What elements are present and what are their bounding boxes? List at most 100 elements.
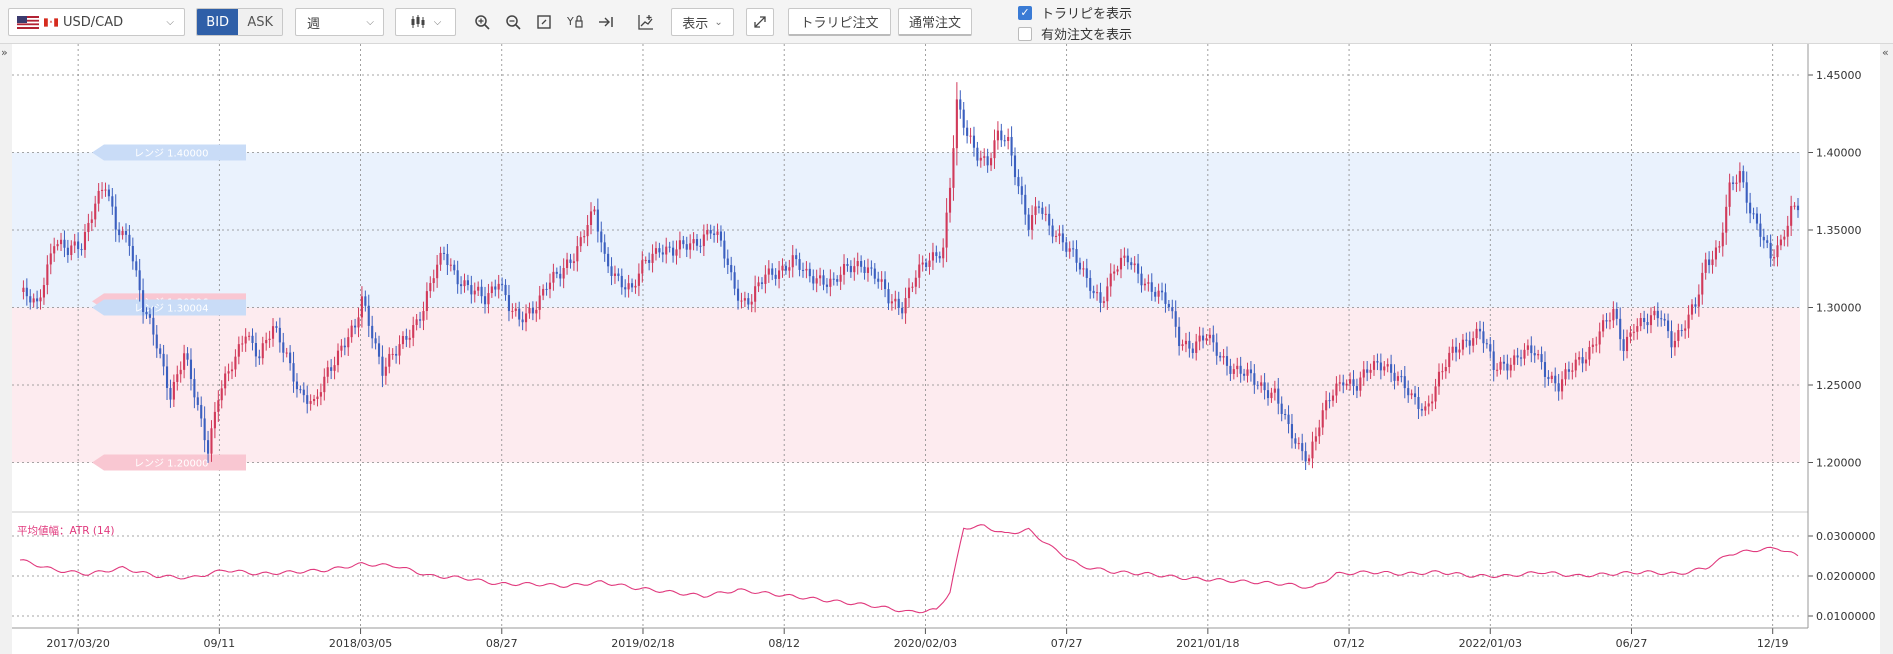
candle-body bbox=[282, 342, 285, 353]
candle-body bbox=[271, 326, 275, 339]
candle-body bbox=[1745, 182, 1748, 203]
candle-body bbox=[80, 249, 83, 251]
candle-body bbox=[77, 241, 80, 250]
symbol-select[interactable]: USD/CAD ⌵ bbox=[8, 8, 185, 36]
candle-body bbox=[1109, 273, 1112, 287]
candle-body bbox=[877, 278, 880, 282]
candle-body bbox=[1362, 369, 1365, 378]
display-menu[interactable]: 表示 ⌄ bbox=[671, 8, 734, 36]
add-indicator-button[interactable] bbox=[632, 8, 660, 36]
candle-body bbox=[1670, 331, 1673, 348]
candle-body bbox=[1420, 408, 1423, 411]
candle-body bbox=[1188, 340, 1191, 349]
zoom-out-button[interactable] bbox=[500, 8, 526, 36]
candle-body bbox=[1639, 317, 1642, 327]
ask-button[interactable]: ASK bbox=[238, 9, 282, 35]
candle-body bbox=[808, 268, 811, 277]
candle-body bbox=[138, 270, 141, 291]
candle-body bbox=[463, 280, 466, 287]
candle-body bbox=[1643, 317, 1646, 323]
candle-body bbox=[1243, 373, 1246, 376]
candle-body bbox=[620, 275, 623, 288]
show-trap-checkbox[interactable]: ✓ トラリピを表示 bbox=[1018, 3, 1132, 22]
candle-body bbox=[1089, 277, 1092, 291]
candle-body bbox=[1092, 290, 1095, 294]
candle-body bbox=[220, 388, 223, 401]
candle-body bbox=[1321, 410, 1324, 428]
candle-body bbox=[593, 209, 596, 212]
candle-body bbox=[1608, 320, 1612, 322]
candle-body bbox=[1554, 375, 1557, 384]
candle-body bbox=[1307, 458, 1311, 462]
candle-body bbox=[395, 353, 398, 356]
candle-body bbox=[740, 300, 743, 302]
candle-body bbox=[723, 240, 726, 259]
candle-body bbox=[624, 287, 627, 290]
chevron-down-icon: ⌵ bbox=[166, 16, 174, 28]
candle-body bbox=[996, 130, 999, 141]
tp-order-button[interactable]: トラリピ注文 bbox=[788, 8, 891, 36]
expand-button[interactable] bbox=[746, 8, 774, 36]
candle-body bbox=[391, 353, 394, 355]
candle-body bbox=[747, 298, 750, 305]
candle-body bbox=[884, 279, 887, 290]
candle-body bbox=[340, 345, 343, 351]
scroll-end-button[interactable] bbox=[593, 8, 619, 36]
chart-type-select[interactable]: ⌵ bbox=[395, 8, 456, 36]
candle-body bbox=[1208, 334, 1211, 339]
candle-body bbox=[661, 252, 664, 255]
candle-body bbox=[357, 317, 360, 328]
candle-body bbox=[863, 266, 866, 273]
period-select[interactable]: 週 ⌵ bbox=[295, 8, 384, 36]
chart-frame: » « bbox=[0, 44, 1893, 654]
candle-body bbox=[1160, 290, 1164, 293]
chart-toolbar: USD/CAD ⌵ BID ASK 週 ⌵ ⌵ bbox=[0, 0, 1893, 44]
candle-body bbox=[473, 290, 476, 295]
y-tick-label-0: 1.45000 bbox=[1816, 69, 1862, 82]
zoom-in-button[interactable] bbox=[469, 8, 495, 36]
candle-body bbox=[418, 319, 422, 321]
candle-body bbox=[53, 246, 56, 254]
candle-body bbox=[1564, 369, 1567, 380]
candle-body bbox=[1171, 307, 1174, 312]
candle-body bbox=[1256, 384, 1259, 386]
candle-body bbox=[952, 148, 955, 188]
candle-body bbox=[63, 239, 66, 248]
candle-body bbox=[1755, 213, 1759, 224]
candle-body bbox=[1041, 207, 1044, 214]
candle-body bbox=[1595, 344, 1598, 346]
show-active-checkbox[interactable]: 有効注文を表示 bbox=[1018, 24, 1132, 43]
x-tick-label-12: 12/19 bbox=[1757, 637, 1789, 650]
candle-body bbox=[685, 244, 688, 250]
y-tick-label-1: 1.40000 bbox=[1816, 147, 1862, 160]
candle-body bbox=[148, 314, 151, 318]
candle-body bbox=[1602, 320, 1605, 332]
candle-body bbox=[1266, 390, 1270, 399]
candle-body bbox=[189, 359, 193, 380]
candle-body bbox=[142, 290, 145, 313]
bid-button[interactable]: BID bbox=[197, 9, 239, 35]
range-label-2: レンジ 1.30004 bbox=[134, 303, 209, 314]
y-scale-button[interactable]: Y bbox=[562, 8, 588, 36]
atr-line bbox=[19, 524, 1799, 614]
candle-body bbox=[1526, 345, 1529, 350]
candle-body bbox=[56, 244, 59, 247]
fit-button[interactable] bbox=[531, 8, 557, 36]
candle-body bbox=[1106, 286, 1109, 302]
bid-ask-toggle: BID ASK bbox=[196, 8, 283, 36]
candle-body bbox=[559, 273, 562, 279]
candle-body bbox=[1738, 171, 1741, 183]
collapse-right-icon: « bbox=[1882, 46, 1889, 59]
candle-body bbox=[1506, 363, 1509, 371]
candle-body bbox=[914, 277, 917, 287]
candle-body bbox=[658, 248, 661, 253]
candle-body bbox=[1458, 349, 1461, 353]
candle-body bbox=[295, 381, 299, 390]
normal-order-button[interactable]: 通常注文 bbox=[898, 8, 972, 36]
collapse-left-icon: » bbox=[1, 46, 8, 59]
candle-body bbox=[1379, 362, 1382, 371]
candle-body bbox=[460, 284, 463, 287]
candle-body bbox=[1766, 240, 1769, 243]
candle-body bbox=[654, 248, 658, 254]
